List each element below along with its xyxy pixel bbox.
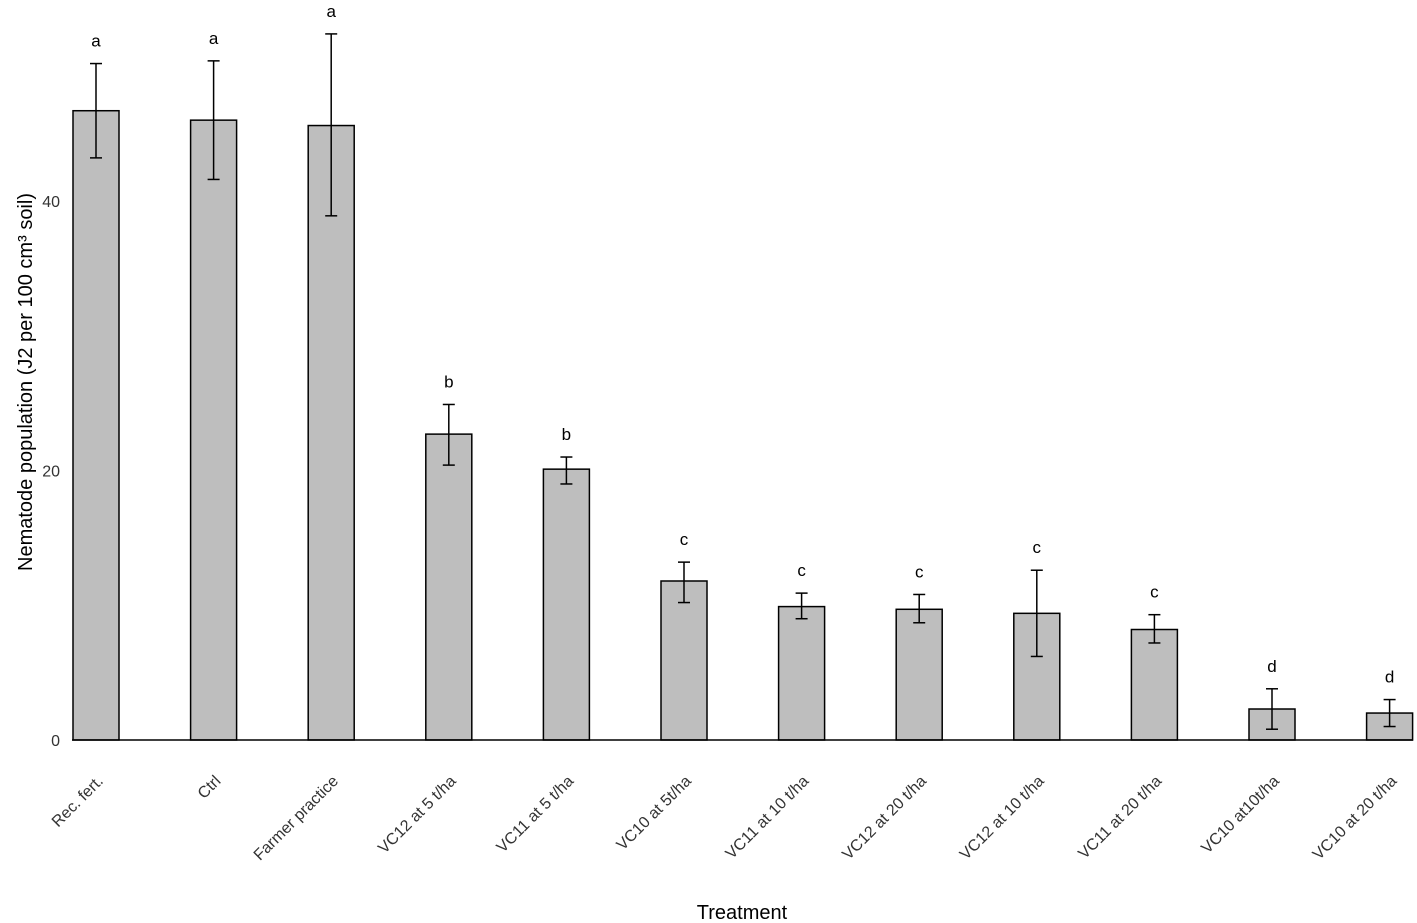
y-axis-title: Nematode population (J2 per 100 cm³ soil… [15,193,37,571]
x-tick-label-0: Rec. fert. [49,773,107,831]
y-tick-label-1: 20 [42,464,60,481]
error-bar-8 [1030,569,1043,658]
x-tick-label-8: VC12 at 10 t/ha [957,773,1048,864]
y-tick-label-0: 0 [51,733,60,750]
error-bar-3 [442,403,455,466]
bars-group [72,109,1414,741]
x-tick-label-4: VC11 at 5 t/ha [494,773,578,857]
bar-9 [1130,628,1179,741]
error-bar-6 [795,592,808,620]
error-bar-1 [207,60,220,181]
significance-label-10: d [1267,657,1276,676]
bar-2 [307,124,355,741]
error-bar-5 [678,561,690,604]
x-tick-label-5: VC10 at 5t/ha [614,773,695,854]
significance-labels-group: a a a b b c c c c c d d [91,2,1394,687]
significance-label-3: b [444,372,453,391]
x-tick-label-9: VC11 at 20 t/ha [1075,773,1165,863]
y-tick-labels-group: 0 20 40 [42,194,60,750]
x-tick-labels-group: Rec. fert. Ctrl Farmer practice VC12 at 5 t… [49,773,1401,864]
significance-label-1: a [209,29,219,48]
error-bars-group [90,33,1396,730]
x-tick-label-10: VC10 at10t/ha [1198,773,1282,857]
x-tick-label-7: VC12 at 20 t/ha [839,773,930,864]
error-bar-11 [1383,698,1396,728]
error-bar-9 [1148,613,1161,644]
bar-5 [660,580,708,741]
significance-label-2: a [326,2,336,21]
significance-label-0: a [91,32,101,51]
x-axis-title: Treatment [697,902,788,923]
bar-6 [777,605,826,741]
significance-label-5: c [680,530,689,549]
bar-0 [72,109,120,741]
significance-label-8: c [1033,538,1042,557]
error-bar-4 [560,456,573,485]
error-bar-0 [90,62,102,159]
bar-1 [189,119,238,741]
x-tick-label-6: VC11 at 10 t/ha [723,773,813,863]
significance-label-9: c [1150,583,1159,602]
bar-4 [542,468,591,741]
significance-label-6: c [797,561,806,580]
significance-label-7: c [915,562,924,581]
x-tick-label-11: VC10 at 20 t/ha [1310,773,1401,864]
x-tick-label-2: Farmer practice [251,773,342,864]
error-bar-2 [325,33,338,217]
significance-label-4: b [562,425,571,444]
error-bar-7 [913,593,926,624]
significance-label-11: d [1385,668,1394,687]
error-bar-10 [1266,688,1278,730]
y-tick-label-2: 40 [42,194,60,211]
bar-7 [895,608,943,741]
x-tick-label-3: VC12 at 5 t/ha [375,773,459,857]
x-tick-label-1: Ctrl [195,773,225,803]
bar-3 [425,433,473,741]
